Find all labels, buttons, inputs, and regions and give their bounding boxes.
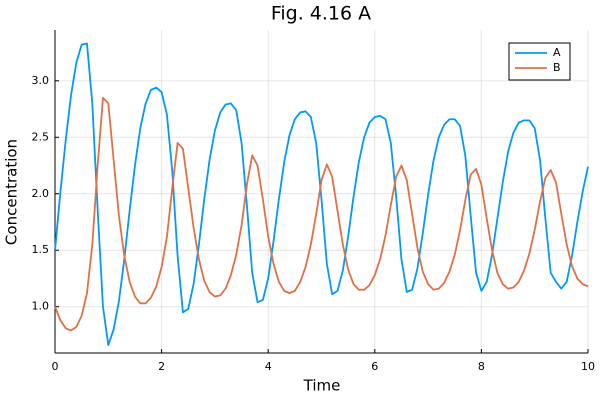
- y-tick-label: 2.0: [32, 187, 50, 200]
- y-tick-label: 2.5: [32, 130, 50, 143]
- y-tick-label: 3.0: [32, 74, 50, 87]
- x-tick-label: 10: [581, 360, 595, 373]
- y-tick-label: 1.0: [32, 300, 50, 313]
- series-line: [54, 96, 589, 332]
- x-tick-label: 8: [478, 360, 485, 373]
- x-axis-label: Time: [303, 377, 341, 395]
- x-tick-label: 6: [371, 360, 378, 373]
- chart-title: Fig. 4.16 A: [271, 3, 371, 25]
- legend-label: B: [553, 61, 561, 74]
- x-tick-label: 2: [158, 360, 165, 373]
- legend-label: A: [553, 46, 561, 59]
- x-tick-label: 0: [52, 360, 59, 373]
- x-tick-label: 4: [265, 360, 272, 373]
- legend-box: [508, 42, 571, 81]
- series-line: [54, 42, 589, 346]
- y-axis-label: Concentration: [3, 139, 21, 245]
- y-tick-label: 1.5: [32, 243, 50, 256]
